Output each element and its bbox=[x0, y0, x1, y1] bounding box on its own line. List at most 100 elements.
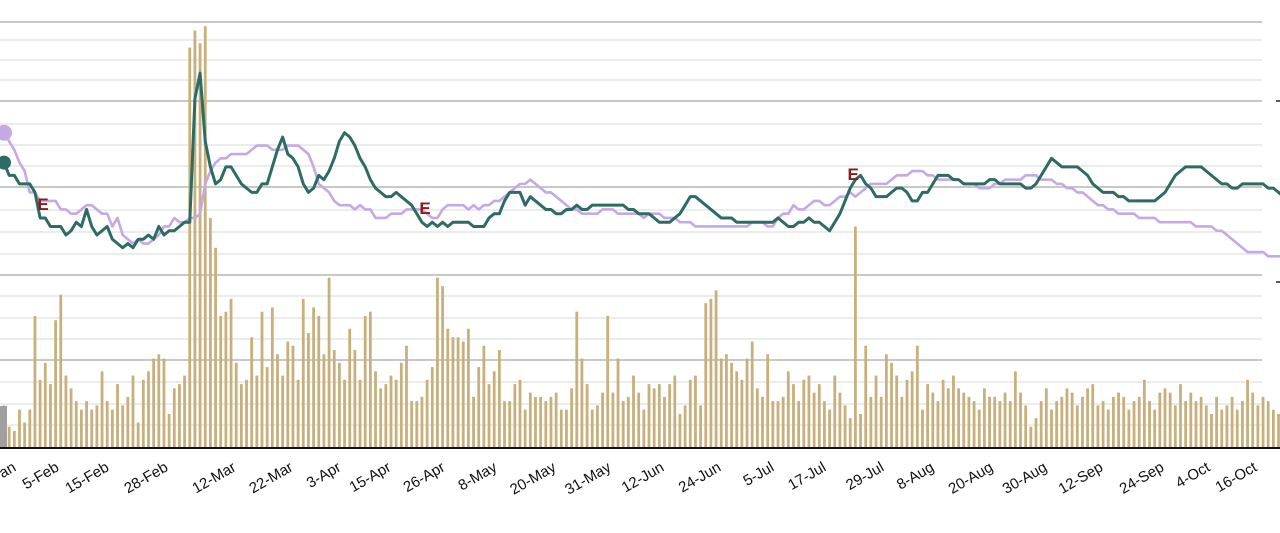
x-tick-label: 28-Feb bbox=[121, 459, 171, 497]
bar bbox=[1091, 384, 1095, 448]
bar bbox=[250, 337, 254, 448]
bar bbox=[317, 315, 321, 448]
bar bbox=[74, 401, 78, 448]
bar bbox=[807, 375, 811, 448]
bar bbox=[368, 311, 372, 448]
x-tick-label: an bbox=[0, 459, 19, 482]
bar bbox=[828, 409, 831, 448]
bar bbox=[905, 379, 909, 448]
bar bbox=[105, 401, 109, 448]
bar bbox=[1271, 409, 1275, 448]
bar bbox=[797, 401, 801, 448]
bar bbox=[1251, 392, 1255, 448]
bar bbox=[167, 413, 171, 448]
bar bbox=[952, 375, 955, 448]
bar bbox=[296, 379, 300, 448]
bar bbox=[673, 375, 677, 448]
x-tick-label: 29-Jul bbox=[843, 459, 887, 494]
bar bbox=[7, 426, 11, 448]
bar bbox=[198, 43, 202, 449]
line-series bbox=[2, 71, 1280, 258]
bar bbox=[1055, 401, 1059, 448]
bar bbox=[358, 379, 362, 448]
bar bbox=[879, 396, 883, 448]
bar bbox=[100, 371, 104, 448]
bar bbox=[245, 379, 248, 448]
bar bbox=[580, 358, 584, 448]
bar bbox=[1060, 396, 1064, 448]
x-tick-label: 24-Jun bbox=[676, 459, 724, 497]
bar bbox=[291, 345, 295, 448]
bar bbox=[817, 384, 821, 448]
bar bbox=[941, 379, 945, 448]
bar bbox=[152, 358, 156, 448]
bar bbox=[472, 396, 475, 448]
x-tick-label: 12-Sep bbox=[1056, 459, 1106, 498]
bar bbox=[988, 396, 991, 448]
bar bbox=[812, 392, 816, 448]
bar bbox=[977, 409, 981, 448]
bar bbox=[565, 409, 568, 448]
bar bbox=[714, 290, 718, 448]
bar bbox=[1163, 388, 1167, 448]
bar bbox=[1096, 405, 1100, 448]
bar bbox=[755, 388, 759, 448]
event-markers: E E E bbox=[37, 165, 858, 218]
bar bbox=[719, 358, 723, 448]
bar bbox=[518, 379, 522, 448]
bar bbox=[116, 384, 119, 448]
bar bbox=[513, 384, 517, 448]
bar bbox=[203, 26, 207, 448]
bar bbox=[528, 392, 532, 448]
bar bbox=[869, 396, 873, 448]
bar bbox=[338, 362, 341, 448]
bar bbox=[678, 413, 682, 448]
bar bbox=[1179, 384, 1182, 448]
bar bbox=[585, 384, 589, 448]
x-tick-label: 24-Sep bbox=[1117, 459, 1167, 498]
bar bbox=[823, 401, 826, 448]
bar bbox=[611, 392, 615, 448]
bar bbox=[508, 401, 512, 448]
x-tick-label: 15-Apr bbox=[347, 459, 394, 496]
bar bbox=[270, 307, 274, 448]
bar bbox=[131, 375, 135, 448]
bar bbox=[621, 401, 625, 448]
bar bbox=[487, 384, 491, 448]
bar bbox=[1142, 379, 1146, 448]
bar bbox=[1235, 409, 1239, 448]
x-tick-label: 30-Aug bbox=[1000, 459, 1050, 498]
bar bbox=[730, 362, 733, 448]
bar bbox=[141, 379, 145, 448]
bar bbox=[766, 354, 770, 448]
bar bbox=[1024, 405, 1028, 448]
x-tick-label: 22-Mar bbox=[246, 459, 296, 497]
bar bbox=[601, 392, 604, 448]
bar bbox=[1220, 409, 1224, 448]
bar bbox=[1173, 405, 1177, 448]
bar bbox=[750, 341, 754, 448]
bar bbox=[1210, 413, 1213, 448]
x-tick-label: 12-Jun bbox=[619, 459, 667, 497]
bar bbox=[1101, 401, 1105, 448]
bar bbox=[1050, 409, 1053, 448]
bar bbox=[28, 409, 32, 448]
bar bbox=[637, 392, 641, 448]
bar bbox=[972, 401, 976, 448]
bar bbox=[740, 379, 744, 448]
bar bbox=[699, 405, 702, 448]
bar bbox=[864, 345, 868, 448]
bar bbox=[549, 396, 553, 448]
bar bbox=[1225, 405, 1229, 448]
bar bbox=[1013, 371, 1017, 448]
bar bbox=[1158, 392, 1162, 448]
bar bbox=[276, 354, 279, 448]
bar bbox=[559, 409, 563, 448]
bar bbox=[590, 409, 594, 448]
bar bbox=[136, 422, 140, 448]
bar bbox=[570, 388, 573, 448]
bar bbox=[322, 354, 326, 448]
bar bbox=[771, 401, 775, 448]
line-series-b bbox=[2, 132, 1280, 258]
bar bbox=[389, 375, 393, 448]
